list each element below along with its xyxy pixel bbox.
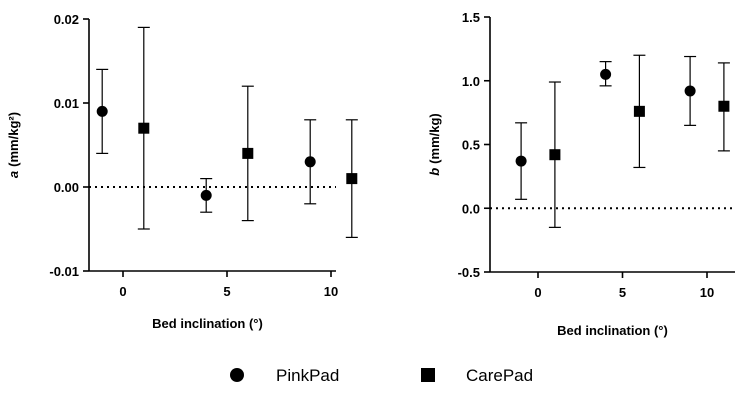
x-tick-label: 5 bbox=[223, 284, 230, 299]
y-axis-title-variable: a bbox=[6, 171, 21, 178]
data-point-pinkpad bbox=[684, 85, 696, 97]
data-point-carepad bbox=[549, 149, 561, 161]
y-tick-label: 0.00 bbox=[54, 180, 79, 195]
x-tick-label: 10 bbox=[324, 284, 338, 299]
x-axis-title: Bed inclination (°) bbox=[557, 323, 668, 338]
x-tick-label: 0 bbox=[119, 284, 126, 299]
y-tick-label: 0.5 bbox=[462, 138, 480, 153]
y-axis-title-variable: b bbox=[427, 168, 442, 176]
y-tick-label: -0.5 bbox=[458, 265, 480, 280]
legend: PinkPad CarePad bbox=[230, 366, 533, 385]
data-point-carepad bbox=[718, 100, 730, 112]
data-point-carepad bbox=[242, 147, 254, 159]
legend-item-carepad: CarePad bbox=[421, 366, 533, 385]
legend-label: CarePad bbox=[466, 366, 533, 385]
data-point-carepad bbox=[346, 173, 358, 185]
data-point-carepad bbox=[633, 105, 645, 117]
data-point-pinkpad bbox=[200, 189, 212, 201]
data-point-pinkpad bbox=[600, 68, 612, 80]
y-tick-label: 0.0 bbox=[462, 201, 480, 216]
y-tick-label: 0.02 bbox=[54, 12, 79, 27]
x-tick-label: 5 bbox=[619, 285, 626, 300]
legend-item-pinkpad: PinkPad bbox=[230, 366, 339, 385]
data-point-pinkpad bbox=[96, 105, 108, 117]
chart-panel-a: 0.02 0.01 0.00 -0.01 0 5 10 Bed inclination (°)… bbox=[6, 12, 358, 331]
y-axis-title: a (mm/kg²) bbox=[6, 112, 21, 178]
chart-panel-b: 1.5 1.0 0.5 0.0 -0.5 0 5 10 Bed inclination (°) b… bbox=[427, 10, 735, 338]
y-axis-title-unit: (mm/kg²) bbox=[6, 112, 21, 167]
x-axis-title: Bed inclination (°) bbox=[152, 316, 263, 331]
x-tick-label: 0 bbox=[534, 285, 541, 300]
legend-marker-square bbox=[421, 368, 435, 382]
legend-marker-circle bbox=[230, 368, 244, 382]
y-tick-label: 1.5 bbox=[462, 10, 480, 25]
x-tick-label: 10 bbox=[700, 285, 714, 300]
y-tick-label: 1.0 bbox=[462, 74, 480, 89]
y-axis-title-unit: (mm/kg) bbox=[427, 113, 442, 164]
y-tick-label: -0.01 bbox=[49, 264, 79, 279]
data-point-pinkpad bbox=[515, 155, 527, 167]
data-point-pinkpad bbox=[304, 156, 316, 168]
data-point-carepad bbox=[138, 122, 150, 134]
y-tick-label: 0.01 bbox=[54, 96, 79, 111]
legend-label: PinkPad bbox=[276, 366, 339, 385]
y-axis-title: b (mm/kg) bbox=[427, 113, 442, 176]
